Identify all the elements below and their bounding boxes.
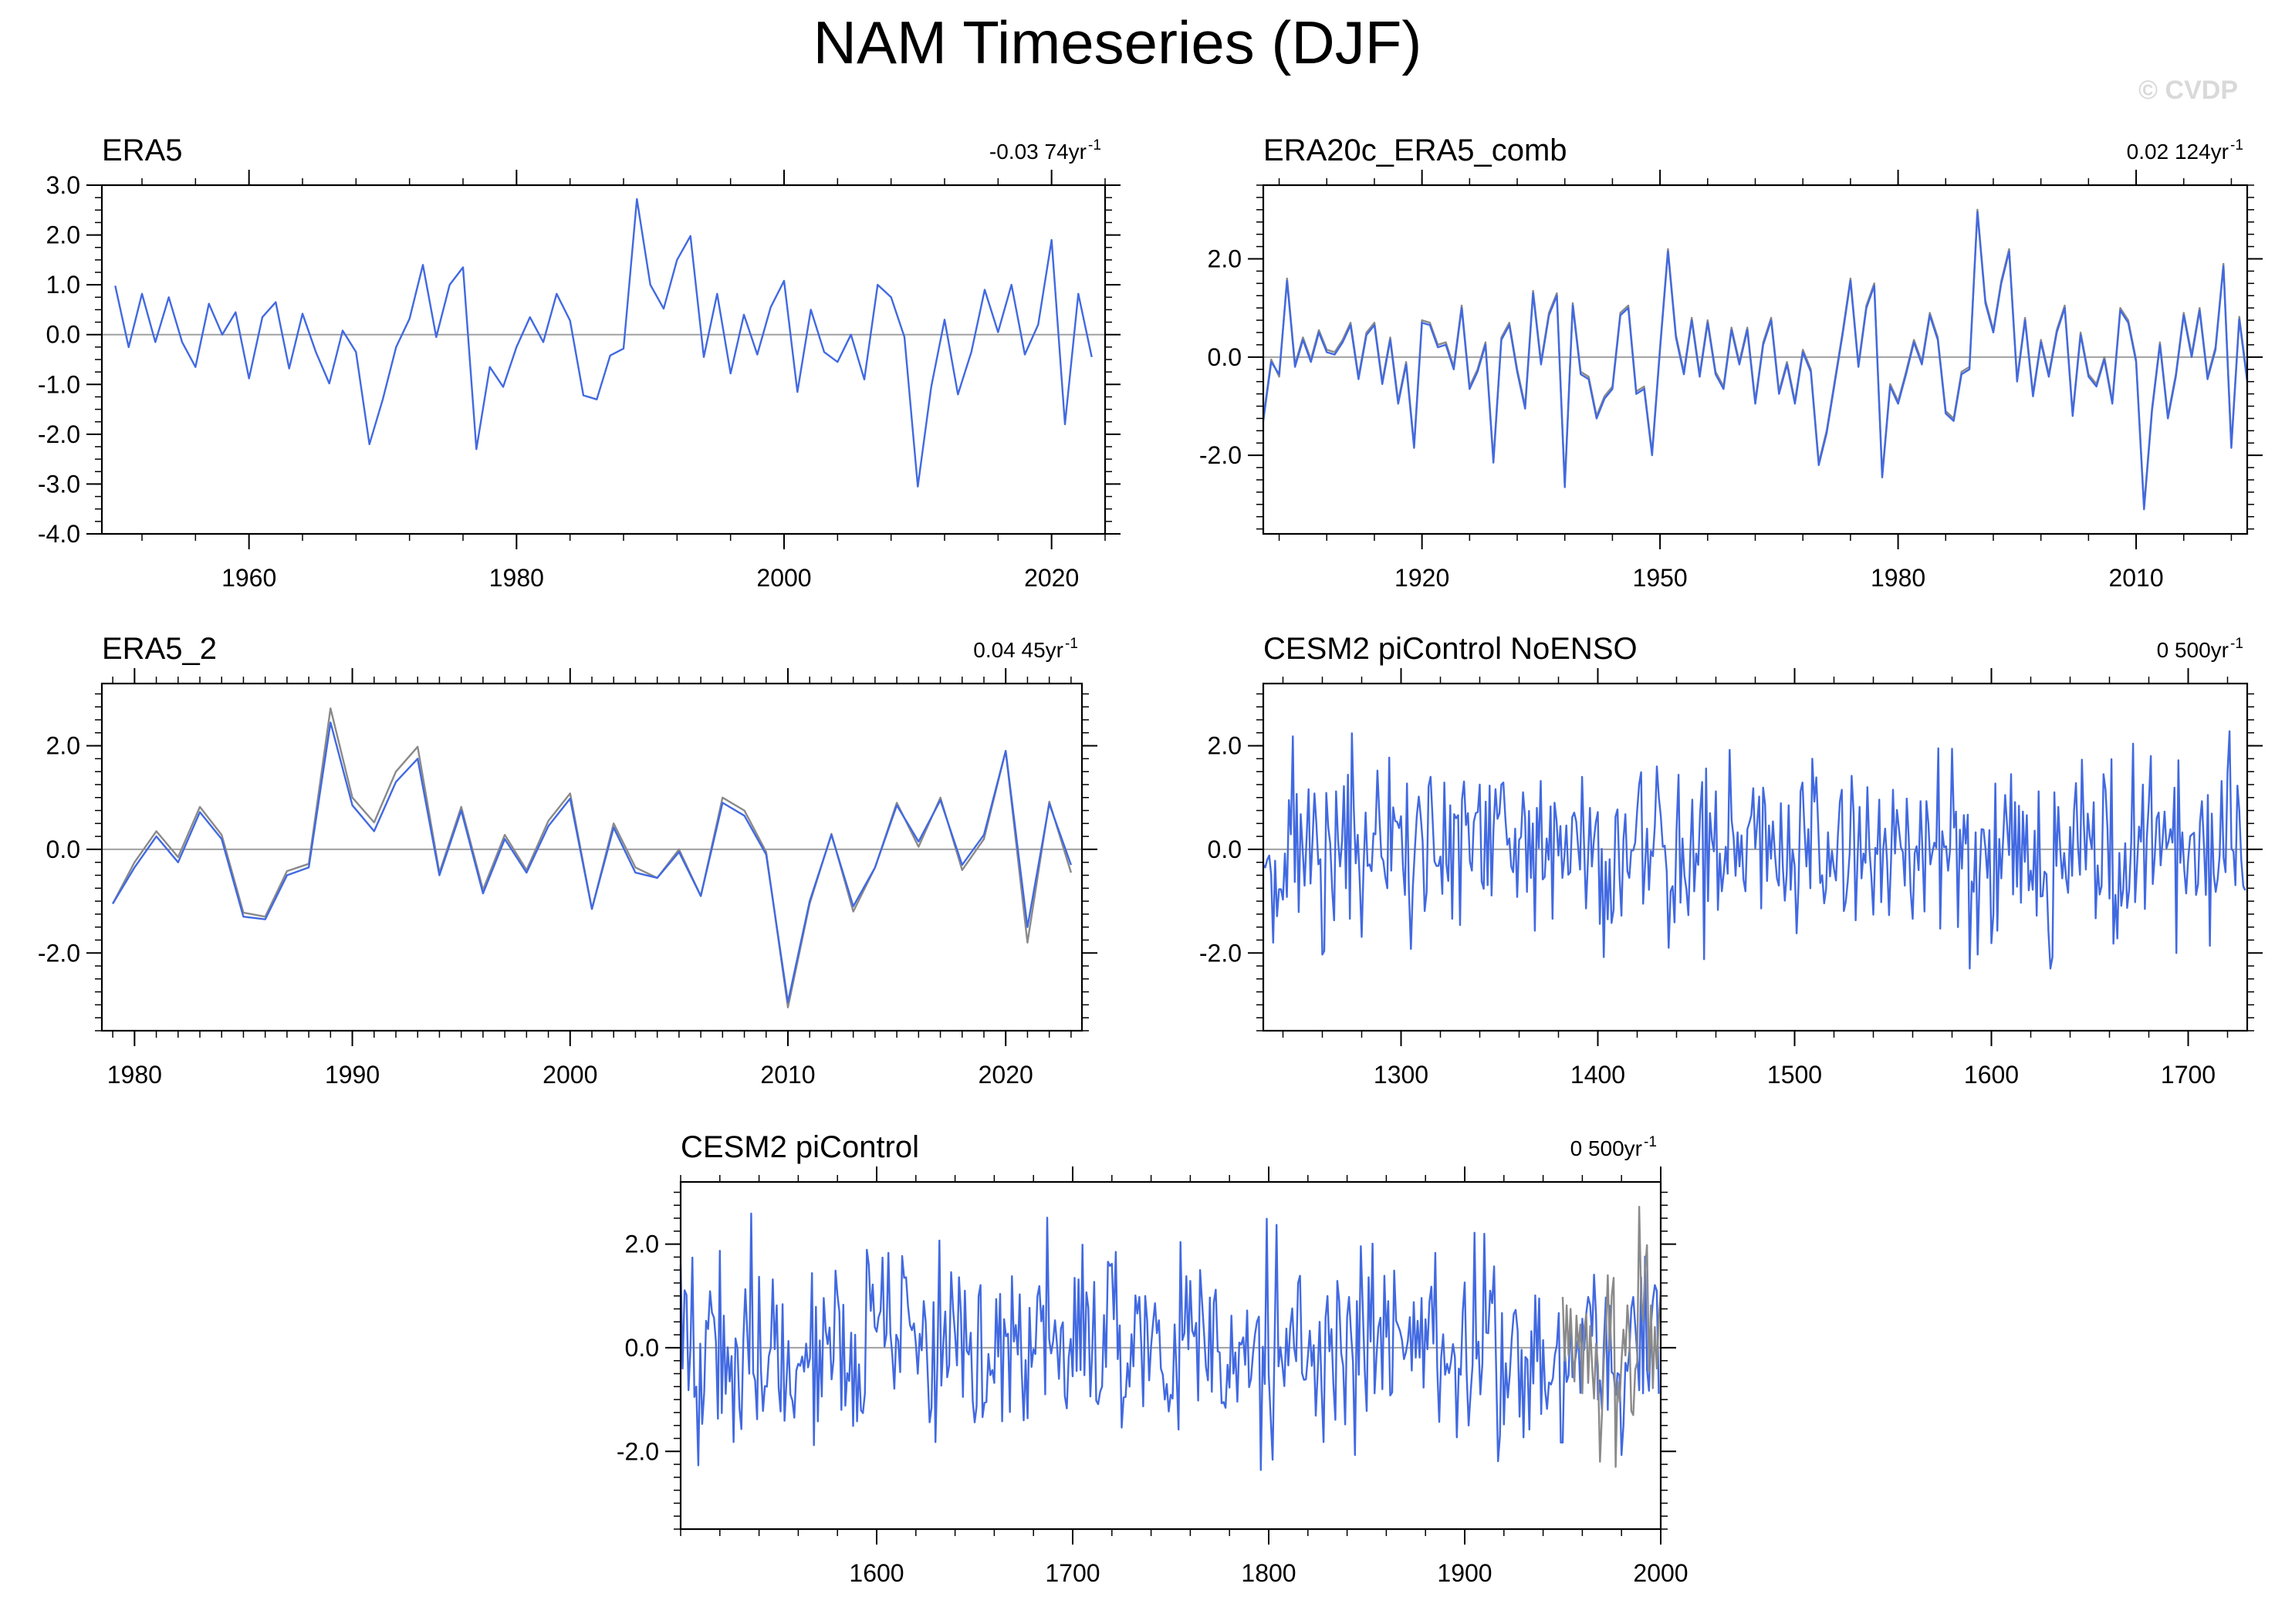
x-tick-label: 1960 <box>221 564 276 592</box>
x-tick-label: 2020 <box>979 1061 1033 1089</box>
trend-exponent: -1 <box>1065 636 1078 652</box>
plot-frame <box>1262 184 2249 535</box>
x-tick-label: 1600 <box>1964 1061 2019 1089</box>
y-tick-label: -2.0 <box>617 1437 659 1465</box>
x-tick-label: 2000 <box>543 1061 597 1089</box>
trend-label: 0 500yr <box>2157 638 2229 662</box>
x-tick-label: 1600 <box>849 1559 904 1587</box>
x-tick-label: 2000 <box>756 564 811 592</box>
y-tick-label: -4.0 <box>38 520 80 548</box>
series-line-0 <box>679 1212 1660 1471</box>
panel-era20c: ERA20c_ERA5_comb 0.02 124yr -1 2.0 0.0 -2.0 19… <box>1199 133 2263 592</box>
trend-label: 0 500yr <box>1570 1136 1642 1160</box>
panel-title: CESM2 piControl <box>681 1130 919 1164</box>
x-tick-label: 2000 <box>1633 1559 1688 1587</box>
y-tick-label: -2.0 <box>38 939 80 967</box>
x-tick-label: 2010 <box>760 1061 815 1089</box>
series-line-1 <box>1262 211 2249 511</box>
x-tick-label: 2010 <box>2108 564 2163 592</box>
x-tick-label: 1700 <box>2161 1061 2216 1089</box>
y-tick-label: 0.0 <box>46 321 80 349</box>
panel-title: CESM2 piControl NoENSO <box>1263 632 1638 666</box>
x-tick-label: 1300 <box>1374 1061 1428 1089</box>
y-tick-label: 0.0 <box>1208 836 1242 863</box>
y-tick-label: -3.0 <box>38 470 80 498</box>
y-tick-label: -2.0 <box>1199 441 1242 469</box>
x-tick-label: 1990 <box>325 1061 380 1089</box>
y-tick-label: -2.0 <box>38 420 80 448</box>
x-tick-label: 1500 <box>1767 1061 1822 1089</box>
panel-title: ERA20c_ERA5_comb <box>1263 133 1567 167</box>
y-tick-label: 2.0 <box>1208 732 1242 760</box>
x-tick-label: 1980 <box>107 1061 162 1089</box>
trend-exponent: -1 <box>2230 636 2243 652</box>
panel-cesm2: CESM2 piControl 0 500yr -1 2.0 0.0 -2.0 1600 17… <box>617 1130 1689 1587</box>
x-tick-label: 1400 <box>1570 1061 1625 1089</box>
figure-title: NAM Timeseries (DJF) <box>813 8 1422 76</box>
y-tick-label: 2.0 <box>46 732 80 760</box>
trend-label: -0.03 74yr <box>989 140 1087 164</box>
panel-era5_2: ERA5_2 0.04 45yr -1 2.0 0.0 -2.0 1980 1990 2000 2… <box>38 632 1097 1089</box>
x-tick-label: 1700 <box>1045 1559 1100 1587</box>
series-line-0 <box>1263 730 2246 970</box>
panel-title: ERA5 <box>102 133 183 167</box>
watermark: © CVDP <box>2138 76 2238 105</box>
x-tick-label: 1800 <box>1241 1559 1296 1587</box>
trend-exponent: -1 <box>2230 137 2243 154</box>
panel-era5: ERA5 -0.03 74yr -1 3.0 2.0 1.0 0.0 -1.0 -2.0 -3.0… <box>38 133 1121 592</box>
x-tick-label: 1980 <box>489 564 544 592</box>
x-tick-label: 1950 <box>1633 564 1688 592</box>
y-tick-label: 0.0 <box>1208 343 1242 371</box>
x-tick-label: 1920 <box>1394 564 1449 592</box>
y-tick-label: 2.0 <box>625 1231 659 1258</box>
y-tick-label: -1.0 <box>38 370 80 398</box>
series-line-0 <box>114 198 1093 488</box>
trend-exponent: -1 <box>1088 137 1101 154</box>
trend-label: 0.02 124yr <box>2127 140 2229 164</box>
y-tick-label: -2.0 <box>1199 939 1242 967</box>
x-tick-label: 2020 <box>1024 564 1079 592</box>
y-tick-label: 1.0 <box>46 271 80 299</box>
series-line-1 <box>112 721 1073 1004</box>
plot-frame <box>100 682 1083 1032</box>
trend-exponent: -1 <box>1644 1134 1657 1150</box>
plot-frame <box>679 1180 1662 1531</box>
y-tick-label: 3.0 <box>46 171 80 199</box>
panel-cesm2_noenso: CESM2 piControl NoENSO 0 500yr -1 2.0 0.0 -2.… <box>1199 632 2263 1089</box>
y-tick-label: 2.0 <box>1208 245 1242 272</box>
y-tick-label: 0.0 <box>46 836 80 863</box>
y-tick-label: 0.0 <box>625 1334 659 1362</box>
x-tick-label: 1900 <box>1437 1559 1492 1587</box>
panel-title: ERA5_2 <box>102 632 217 666</box>
x-tick-label: 1980 <box>1871 564 1925 592</box>
plot-frame <box>1262 682 2249 1032</box>
y-tick-label: 2.0 <box>46 221 80 249</box>
series-line-1 <box>1561 1206 1662 1468</box>
series-line-0 <box>112 707 1073 1008</box>
series-line-0 <box>1262 208 2249 508</box>
trend-label: 0.04 45yr <box>973 638 1063 662</box>
